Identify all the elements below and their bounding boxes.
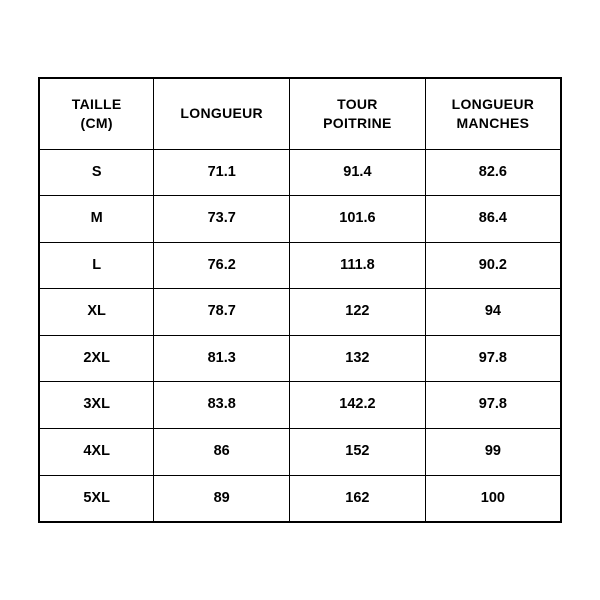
table-header: TAILLE (CM) LONGUEUR TOUR POITRINE LONGU… <box>39 78 561 149</box>
cell-longueur: 71.1 <box>154 149 290 196</box>
cell-tour-poitrine: 111.8 <box>290 242 426 289</box>
header-row: TAILLE (CM) LONGUEUR TOUR POITRINE LONGU… <box>39 78 561 149</box>
cell-longueur-manches: 97.8 <box>425 382 561 429</box>
cell-tour-poitrine: 162 <box>290 475 426 522</box>
cell-longueur: 81.3 <box>154 335 290 382</box>
header-longueur-manches: LONGUEUR MANCHES <box>425 78 561 149</box>
table-row: S 71.1 91.4 82.6 <box>39 149 561 196</box>
table-row: 3XL 83.8 142.2 97.8 <box>39 382 561 429</box>
cell-size: 2XL <box>39 335 154 382</box>
cell-longueur-manches: 86.4 <box>425 196 561 243</box>
cell-longueur-manches: 94 <box>425 289 561 336</box>
cell-longueur: 89 <box>154 475 290 522</box>
cell-tour-poitrine: 101.6 <box>290 196 426 243</box>
header-longueur: LONGUEUR <box>154 78 290 149</box>
header-label: LONGUEUR <box>452 96 535 112</box>
header-label: TOUR <box>337 96 378 112</box>
cell-longueur-manches: 97.8 <box>425 335 561 382</box>
cell-longueur-manches: 99 <box>425 429 561 476</box>
cell-tour-poitrine: 142.2 <box>290 382 426 429</box>
header-label-sub: MANCHES <box>456 115 529 131</box>
header-tour-poitrine: TOUR POITRINE <box>290 78 426 149</box>
cell-size: 5XL <box>39 475 154 522</box>
cell-size: 3XL <box>39 382 154 429</box>
cell-size: XL <box>39 289 154 336</box>
table-row: 4XL 86 152 99 <box>39 429 561 476</box>
header-label-sub: (CM) <box>81 115 113 131</box>
cell-size: M <box>39 196 154 243</box>
table-row: 5XL 89 162 100 <box>39 475 561 522</box>
header-label: TAILLE <box>72 96 122 112</box>
cell-longueur: 76.2 <box>154 242 290 289</box>
table-row: 2XL 81.3 132 97.8 <box>39 335 561 382</box>
cell-tour-poitrine: 91.4 <box>290 149 426 196</box>
sizing-table-container: TAILLE (CM) LONGUEUR TOUR POITRINE LONGU… <box>0 42 600 558</box>
cell-size: 4XL <box>39 429 154 476</box>
cell-longueur: 78.7 <box>154 289 290 336</box>
cell-tour-poitrine: 132 <box>290 335 426 382</box>
cell-tour-poitrine: 152 <box>290 429 426 476</box>
cell-longueur: 86 <box>154 429 290 476</box>
table-row: L 76.2 111.8 90.2 <box>39 242 561 289</box>
cell-longueur: 73.7 <box>154 196 290 243</box>
table-row: XL 78.7 122 94 <box>39 289 561 336</box>
cell-longueur-manches: 90.2 <box>425 242 561 289</box>
cell-tour-poitrine: 122 <box>290 289 426 336</box>
header-taille: TAILLE (CM) <box>39 78 154 149</box>
table-body: S 71.1 91.4 82.6 M 73.7 101.6 86.4 L 76.… <box>39 149 561 522</box>
sizing-table: TAILLE (CM) LONGUEUR TOUR POITRINE LONGU… <box>38 77 562 523</box>
cell-size: L <box>39 242 154 289</box>
table-row: M 73.7 101.6 86.4 <box>39 196 561 243</box>
header-label-sub: POITRINE <box>323 115 392 131</box>
cell-longueur-manches: 82.6 <box>425 149 561 196</box>
header-label: LONGUEUR <box>180 105 263 121</box>
cell-longueur: 83.8 <box>154 382 290 429</box>
cell-longueur-manches: 100 <box>425 475 561 522</box>
cell-size: S <box>39 149 154 196</box>
